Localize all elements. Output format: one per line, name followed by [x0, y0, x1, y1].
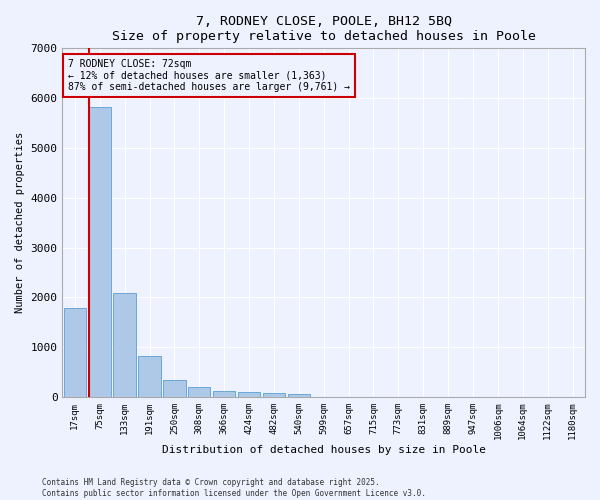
- Bar: [89, 106, 111, 397]
- Bar: [287, 394, 310, 397]
- Bar: [139, 356, 161, 397]
- Bar: [188, 388, 211, 397]
- X-axis label: Distribution of detached houses by size in Poole: Distribution of detached houses by size …: [162, 445, 486, 455]
- Bar: [263, 394, 285, 397]
- Bar: [163, 380, 185, 397]
- Bar: [238, 392, 260, 397]
- Text: Contains HM Land Registry data © Crown copyright and database right 2025.
Contai: Contains HM Land Registry data © Crown c…: [42, 478, 426, 498]
- Y-axis label: Number of detached properties: Number of detached properties: [15, 132, 25, 314]
- Title: 7, RODNEY CLOSE, POOLE, BH12 5BQ
Size of property relative to detached houses in: 7, RODNEY CLOSE, POOLE, BH12 5BQ Size of…: [112, 15, 536, 43]
- Text: 7 RODNEY CLOSE: 72sqm
← 12% of detached houses are smaller (1,363)
87% of semi-d: 7 RODNEY CLOSE: 72sqm ← 12% of detached …: [68, 59, 350, 92]
- Bar: [64, 308, 86, 397]
- Bar: [113, 294, 136, 397]
- Bar: [213, 391, 235, 397]
